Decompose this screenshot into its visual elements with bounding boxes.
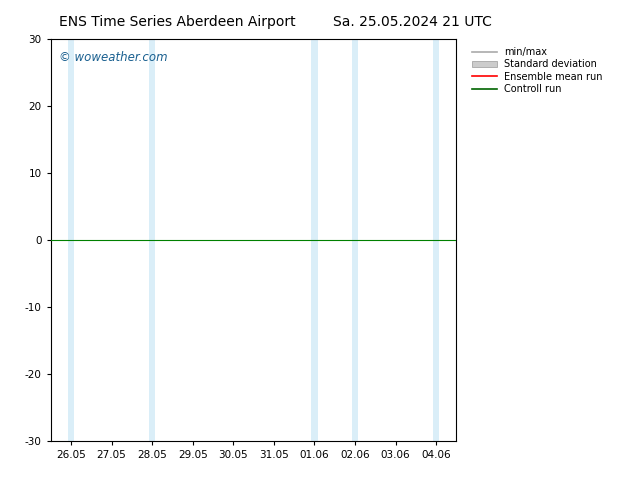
Legend: min/max, Standard deviation, Ensemble mean run, Controll run: min/max, Standard deviation, Ensemble me…: [469, 44, 606, 97]
Text: ENS Time Series Aberdeen Airport: ENS Time Series Aberdeen Airport: [59, 15, 296, 29]
Bar: [311, 39, 318, 441]
Bar: [68, 39, 74, 441]
Bar: [149, 39, 155, 441]
Text: Sa. 25.05.2024 21 UTC: Sa. 25.05.2024 21 UTC: [333, 15, 491, 29]
Bar: [433, 39, 439, 441]
Bar: [352, 39, 358, 441]
Text: © woweather.com: © woweather.com: [59, 51, 167, 64]
